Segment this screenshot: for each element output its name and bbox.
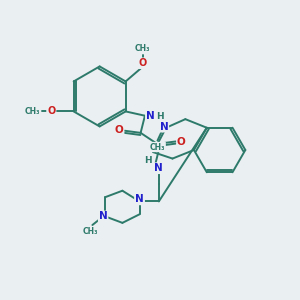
Text: H: H [156,112,164,121]
Text: CH₃: CH₃ [82,227,98,236]
Text: N: N [99,212,107,221]
Text: O: O [139,58,147,68]
Text: O: O [115,124,124,135]
Text: N: N [135,194,144,204]
Text: CH₃: CH₃ [135,44,151,53]
Text: N: N [146,111,154,121]
Text: N: N [160,122,168,132]
Text: CH₃: CH₃ [24,107,40,116]
Text: CH₃: CH₃ [150,142,165,152]
Text: O: O [177,137,186,148]
Text: N: N [135,194,144,204]
Text: O: O [47,106,55,116]
Text: H: H [144,156,152,165]
Text: N: N [154,163,163,173]
